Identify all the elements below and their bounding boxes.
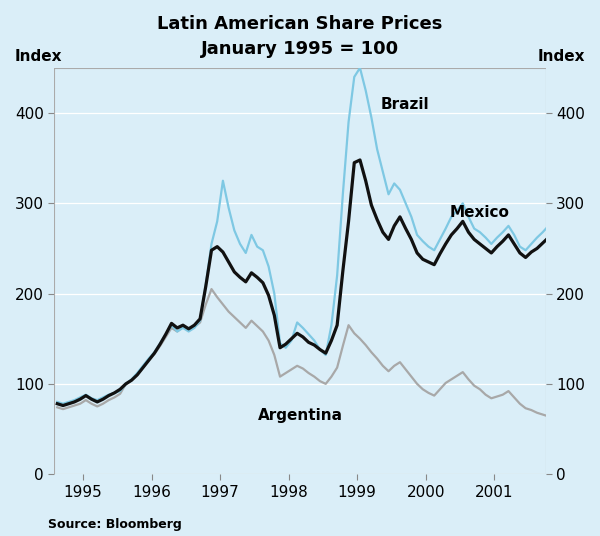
Title: Latin American Share Prices
January 1995 = 100: Latin American Share Prices January 1995… [157,15,443,58]
Text: Argentina: Argentina [258,408,343,423]
Text: Index: Index [538,49,585,64]
Text: Mexico: Mexico [449,205,509,220]
Text: Brazil: Brazil [381,96,430,111]
Text: Index: Index [15,49,62,64]
Text: Source: Bloomberg: Source: Bloomberg [48,518,182,531]
